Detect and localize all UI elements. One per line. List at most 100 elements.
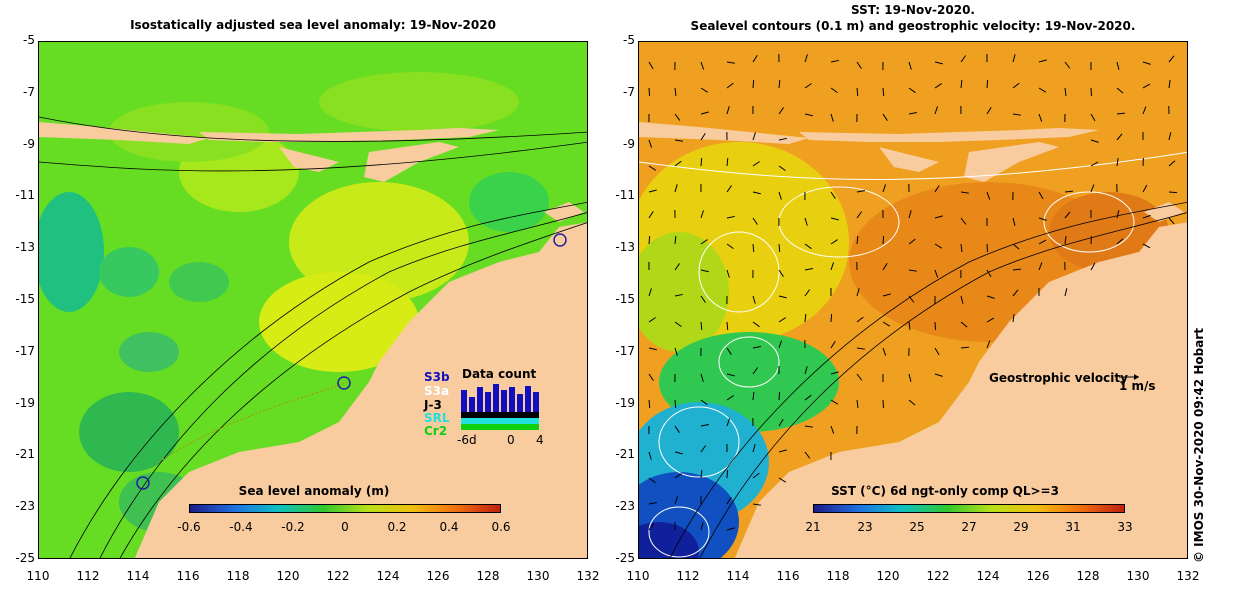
- velocity-arrow: [908, 238, 916, 245]
- x-tick-label: 132: [1176, 569, 1200, 583]
- y-tick-label: -13: [15, 240, 35, 255]
- velocity-arrow: [856, 235, 859, 245]
- credit-text: © IMOS 30-Nov-2020 09:42 Hobart: [1192, 328, 1206, 563]
- velocity-arrow: [934, 83, 942, 89]
- velocity-arrow: [1012, 217, 1016, 226]
- y-tick-label: -7: [623, 84, 635, 99]
- velocity-arrow: [830, 59, 839, 63]
- velocity-arrow: [882, 399, 885, 409]
- velocity-arrows: [648, 53, 1178, 531]
- velocity-arrow: [830, 399, 839, 405]
- velocity-arrow: [830, 371, 839, 375]
- velocity-arrow: [726, 418, 731, 427]
- velocity-arrow: [960, 55, 967, 63]
- velocity-arrow: [1142, 61, 1151, 65]
- x-tick-label: 124: [376, 569, 400, 583]
- velocity-arrow: [752, 321, 760, 328]
- sla-colorbar-tick: 0.2: [387, 520, 407, 534]
- velocity-arrow: [1168, 132, 1172, 141]
- velocity-arrow: [648, 477, 656, 484]
- sst-colorbar-tick: 25: [909, 520, 925, 534]
- velocity-arrow: [804, 451, 811, 459]
- x-tick-label: 118: [226, 569, 250, 583]
- velocity-arrow: [726, 469, 729, 479]
- velocity-arrow: [1038, 87, 1047, 93]
- velocity-arrow: [752, 191, 761, 195]
- velocity-arrow: [700, 210, 704, 219]
- x-tick-label: 128: [1076, 569, 1100, 583]
- x-tick-label: 118: [826, 569, 850, 583]
- velocity-arrow: [1012, 268, 1022, 271]
- velocity-arrow: [856, 347, 865, 350]
- velocity-arrow: [986, 243, 989, 253]
- sst-colorbar-tick: 23: [857, 520, 873, 534]
- x-tick-label: 110: [626, 569, 650, 583]
- velocity-arrow: [986, 79, 989, 89]
- velocity-arrow: [700, 445, 707, 453]
- x-tick-label: 116: [776, 569, 800, 583]
- velocity-arrow: [856, 316, 864, 323]
- y-tick-label: -25: [615, 551, 635, 565]
- velocity-arrow: [778, 79, 781, 89]
- velocity-arrow: [908, 210, 912, 219]
- velocity-arrow: [856, 190, 865, 193]
- sst-colorbar-tick: 21: [805, 520, 821, 534]
- velocity-arrow: [1064, 288, 1068, 297]
- velocity-arrow: [674, 451, 683, 455]
- velocity-arrow: [830, 191, 836, 199]
- velocity-arrow: [960, 191, 969, 194]
- velocity-arrow: [778, 418, 784, 427]
- velocity-arrow: [700, 269, 709, 273]
- velocity-arrow: [752, 346, 761, 349]
- velocity-arrow: [674, 113, 681, 121]
- velocity-arrow: [700, 321, 703, 331]
- velocity-arrow: [700, 61, 705, 70]
- velocity-arrow: [908, 87, 916, 94]
- velocity-arrow: [960, 346, 970, 349]
- velocity-arrow: [804, 268, 813, 271]
- velocity-arrow: [856, 288, 860, 297]
- velocity-arrow: [908, 61, 912, 70]
- x-tick-label: 132: [576, 569, 600, 583]
- velocity-arrow: [1064, 87, 1067, 97]
- sea-level-anomaly-map: Data count S3b S3a J-3 SRL Cr2 -6d 0 4 S…: [38, 41, 588, 559]
- velocity-arrow: [648, 347, 657, 351]
- velocity-arrow: [1168, 191, 1178, 194]
- velocity-arrow: [804, 113, 813, 117]
- velocity-arrow: [934, 61, 943, 65]
- velocity-arrow: [960, 295, 964, 304]
- sst-colorbar: [813, 504, 1125, 513]
- velocity-arrow: [726, 215, 735, 219]
- velocity-arrow: [674, 321, 682, 328]
- velocity-arrow: [804, 243, 812, 250]
- y-tick-label: -5: [623, 33, 635, 47]
- velocity-arrow: [1090, 113, 1096, 122]
- velocity-arrow: [700, 522, 704, 531]
- y-tick-label: -21: [615, 447, 635, 462]
- velocity-arrow: [856, 61, 862, 69]
- velocity-arrow: [700, 399, 708, 406]
- y-tick-label: -11: [15, 188, 35, 203]
- velocity-arrow: [752, 503, 761, 506]
- velocity-arrow: [778, 137, 787, 141]
- x-tick-label: 120: [276, 569, 300, 583]
- sst-colorbar-tick: 29: [1013, 520, 1029, 534]
- y-tick-label: -17: [615, 343, 635, 358]
- velocity-arrow: [752, 295, 756, 304]
- x-tick-label: 128: [476, 569, 500, 583]
- velocity-arrow: [882, 113, 888, 121]
- velocity-arrow: [648, 139, 653, 148]
- velocity-arrow: [1116, 210, 1120, 219]
- velocity-arrow: [1116, 112, 1126, 115]
- y-tick-label: -11: [615, 188, 635, 203]
- x-tick-label: 124: [976, 569, 1000, 583]
- velocity-arrow: [1012, 82, 1020, 89]
- velocity-arrow: [908, 295, 915, 303]
- velocity-arrow: [700, 239, 708, 245]
- y-tick-label: -15: [615, 292, 635, 306]
- sla-colorbar-tick: -0.2: [281, 520, 305, 534]
- velocity-arrow: [726, 373, 735, 377]
- sat-label-s3b: S3b: [424, 370, 450, 384]
- velocity-arrow: [1142, 243, 1151, 249]
- velocity-arrow: [700, 373, 704, 382]
